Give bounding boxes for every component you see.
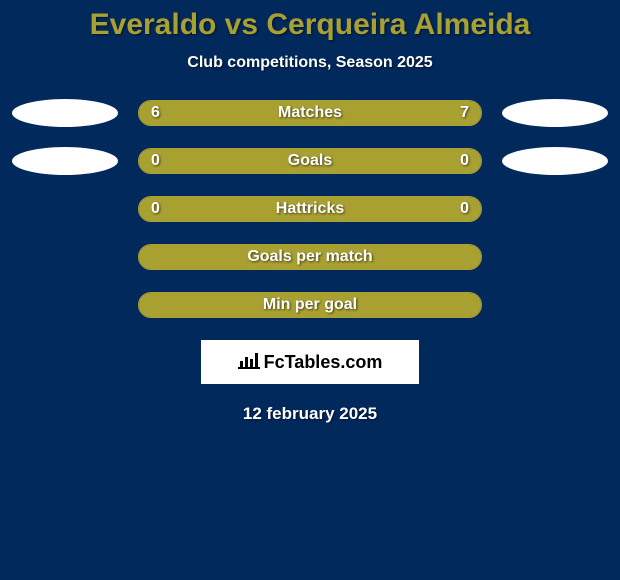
spacer bbox=[502, 243, 608, 271]
logo-box: FcTables.com bbox=[201, 340, 419, 384]
player-left-marker bbox=[12, 99, 118, 127]
date-label: 12 february 2025 bbox=[0, 404, 620, 424]
stat-value-right: 0 bbox=[460, 200, 469, 218]
stat-bar: Goals per match bbox=[138, 244, 482, 270]
stat-value-right: 7 bbox=[460, 104, 469, 122]
stat-row: Min per goal bbox=[0, 292, 620, 318]
stat-label: Min per goal bbox=[263, 296, 357, 314]
stat-row: 6 Matches 7 bbox=[0, 100, 620, 126]
stat-label: Matches bbox=[278, 104, 342, 122]
stat-label: Hattricks bbox=[276, 200, 344, 218]
stat-row: Goals per match bbox=[0, 244, 620, 270]
stat-label: Goals bbox=[288, 152, 332, 170]
chart-icon bbox=[238, 351, 260, 374]
stat-bar: 6 Matches 7 bbox=[138, 100, 482, 126]
stat-value-left: 0 bbox=[151, 152, 160, 170]
stat-value-left: 6 bbox=[151, 104, 160, 122]
stat-row: 0 Goals 0 bbox=[0, 148, 620, 174]
main-container: Everaldo vs Cerqueira Almeida Club compe… bbox=[0, 0, 620, 424]
spacer bbox=[12, 291, 118, 319]
stat-value-right: 0 bbox=[460, 152, 469, 170]
stat-bar: Min per goal bbox=[138, 292, 482, 318]
player-right-marker bbox=[502, 147, 608, 175]
logo-text: FcTables.com bbox=[264, 352, 383, 373]
stat-bar: 0 Hattricks 0 bbox=[138, 196, 482, 222]
stat-value-left: 0 bbox=[151, 200, 160, 218]
stat-bar: 0 Goals 0 bbox=[138, 148, 482, 174]
stat-label: Goals per match bbox=[247, 248, 372, 266]
player-right-marker bbox=[502, 99, 608, 127]
stats-rows: 6 Matches 7 0 Goals 0 0 Hattricks 0 Goals per mat… bbox=[0, 100, 620, 318]
spacer bbox=[12, 243, 118, 271]
spacer bbox=[502, 291, 608, 319]
page-title: Everaldo vs Cerqueira Almeida bbox=[0, 8, 620, 42]
stat-row: 0 Hattricks 0 bbox=[0, 196, 620, 222]
subtitle: Club competitions, Season 2025 bbox=[0, 54, 620, 72]
spacer bbox=[502, 195, 608, 223]
player-left-marker bbox=[12, 147, 118, 175]
spacer bbox=[12, 195, 118, 223]
